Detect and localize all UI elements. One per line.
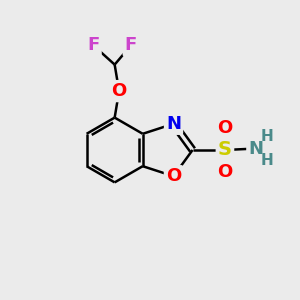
Text: H: H (261, 153, 273, 168)
Text: O: O (166, 167, 181, 185)
Text: O: O (217, 119, 232, 137)
Text: H: H (261, 129, 273, 144)
Text: N: N (248, 140, 263, 158)
Text: N: N (166, 115, 181, 133)
Text: O: O (217, 163, 232, 181)
Text: F: F (87, 37, 100, 55)
Text: S: S (218, 140, 232, 160)
Text: O: O (112, 82, 127, 100)
Text: F: F (125, 37, 137, 55)
